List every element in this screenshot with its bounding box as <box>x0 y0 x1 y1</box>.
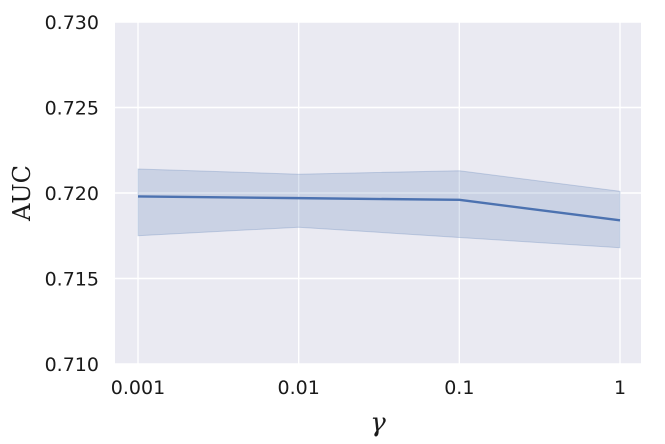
y-tick-label: 0.710 <box>45 354 99 376</box>
series-line <box>137 195 621 222</box>
y-tick-label: 0.730 <box>45 12 99 34</box>
x-tick-label: 0.001 <box>111 377 165 399</box>
y-tick-label: 0.715 <box>45 269 99 291</box>
x-axis-label: γ <box>370 408 386 438</box>
tick-labels: 0.001 0.01 0.1 1 0.710 0.715 0.720 0.725 0.730 <box>45 12 626 399</box>
y-tick-label: 0.720 <box>45 183 99 205</box>
x-tick-label: 1 <box>614 377 626 399</box>
series-layer <box>137 168 621 249</box>
x-tick-label: 0.01 <box>278 377 320 399</box>
confidence-band <box>137 168 621 249</box>
y-tick-label: 0.725 <box>45 98 99 120</box>
y-axis-label: AUC <box>8 165 36 222</box>
x-tick-label: 0.1 <box>444 377 474 399</box>
grid-lines <box>115 21 641 365</box>
